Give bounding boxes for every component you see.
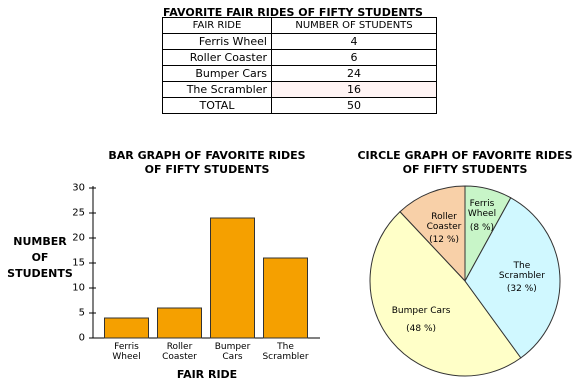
header-cell: FAIR RIDE	[162, 17, 272, 34]
y-tick-label: 20	[72, 232, 85, 244]
pie-slice	[464, 197, 561, 359]
bar	[210, 217, 255, 339]
table-row: The Scrambler 16	[162, 81, 437, 98]
y-tick-label: 15	[72, 257, 85, 269]
count-cell: 4	[271, 33, 437, 50]
slice-value-label: (32 %)	[506, 284, 537, 295]
slice-value-label: (12 %)	[429, 235, 459, 245]
ride-cell: Roller Coaster	[162, 49, 272, 66]
table-title: FAVORITE FAIR RIDES OF FIFTY STUDENTS	[163, 6, 423, 19]
count-cell: 16	[271, 81, 437, 98]
table-row: Roller Coaster 6	[162, 49, 437, 66]
y-tick-label: 25	[72, 207, 85, 219]
bar	[104, 317, 149, 339]
bar	[263, 257, 308, 339]
y-tick-label: 0	[78, 332, 85, 344]
y-tick-label: 30	[72, 182, 85, 194]
chart-title: BAR GRAPH OF FAVORITE RIDES OF FIFTY STU…	[108, 149, 306, 176]
slice-label: The Scrambler	[498, 261, 545, 282]
count-cell: 6	[271, 49, 437, 66]
ride-cell: The Scrambler	[162, 81, 272, 98]
pie-slice	[369, 211, 522, 377]
pie-slice	[399, 185, 466, 283]
count-cell: 24	[271, 65, 437, 82]
bar	[157, 307, 202, 339]
table-row: Ferris Wheel 4	[162, 33, 437, 50]
slice-label: Ferris Wheel	[467, 198, 497, 219]
table-row: Bumper Cars 24	[162, 65, 437, 82]
total-cell: 50	[271, 97, 437, 114]
table-row: TOTAL 50	[162, 97, 437, 114]
header-cell: NUMBER OF STUDENTS	[271, 17, 437, 34]
table-header: FAIR RIDE NUMBER OF STUDENTS	[162, 17, 437, 34]
x-tick-label: The Scrambler	[262, 342, 309, 362]
x-tick-label: Ferris Wheel	[112, 342, 141, 362]
x-tick-label: Bumper Cars	[214, 342, 251, 362]
slice-value-label: (48 %)	[406, 324, 437, 335]
y-tick-label: 5	[78, 307, 85, 319]
slice-label: Roller Coaster	[426, 212, 462, 232]
y-axis-label: NUMBER OF STUDENTS	[7, 235, 73, 280]
y-tick-label: 10	[72, 282, 85, 294]
ride-cell: Bumper Cars	[162, 65, 272, 82]
slice-value-label: (8 %)	[469, 222, 495, 233]
total-label: TOTAL	[162, 97, 272, 114]
data-table: FAIR RIDE NUMBER OF STUDENTS Ferris Whee…	[162, 17, 437, 114]
slice-label: Bumper Cars	[391, 306, 451, 317]
x-axis-label: FAIR RIDE	[176, 368, 238, 380]
ride-cell: Ferris Wheel	[162, 33, 272, 50]
x-tick-label: Roller Coaster	[162, 342, 197, 362]
chart-title: CIRCLE GRAPH OF FAVORITE RIDES OF FIFTY …	[357, 149, 573, 176]
